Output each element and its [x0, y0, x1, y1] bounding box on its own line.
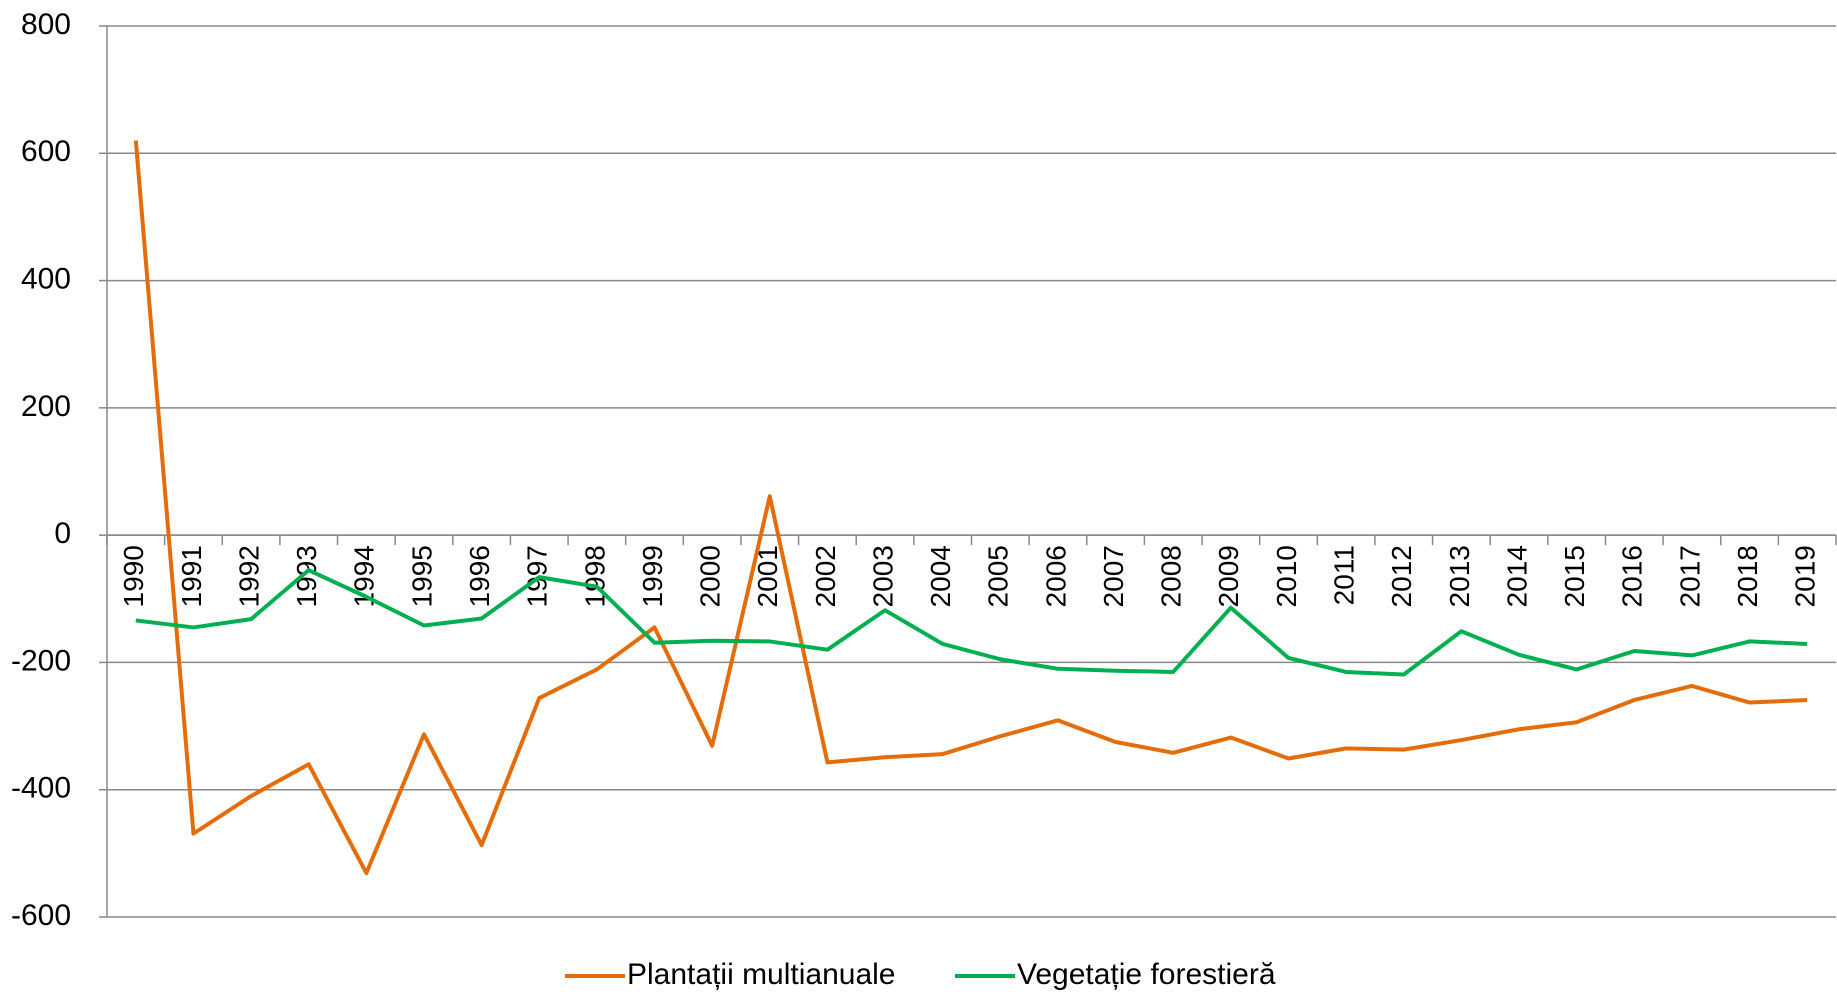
- x-tick-label: 1996: [464, 545, 495, 607]
- x-tick-label: 1991: [176, 545, 207, 607]
- x-tick-label: 1999: [637, 545, 668, 607]
- y-tick-label: 600: [21, 135, 71, 168]
- y-tick-label: 200: [21, 390, 71, 423]
- x-tick-label: 2014: [1501, 545, 1532, 607]
- x-tick-label: 2013: [1444, 545, 1475, 607]
- y-tick-label: -600: [11, 899, 71, 932]
- x-tick-label: 1995: [406, 545, 437, 607]
- y-tick-label: 400: [21, 262, 71, 295]
- y-tick-label: -200: [11, 644, 71, 677]
- x-tick-label: 2003: [867, 545, 898, 607]
- x-tick-label: 2011: [1329, 545, 1360, 605]
- x-tick-label: 2006: [1040, 545, 1071, 607]
- x-tick-label: 2008: [1156, 545, 1187, 607]
- x-tick-label: 2015: [1559, 545, 1590, 607]
- x-tick-label: 1990: [118, 545, 149, 607]
- x-tick-label: 2016: [1617, 545, 1648, 607]
- y-tick-label: -400: [11, 772, 71, 805]
- x-tick-label: 2002: [810, 545, 841, 607]
- x-tick-label: 1998: [579, 545, 610, 607]
- legend-label: Plantații multianuale: [627, 958, 896, 991]
- legend-label: Vegetație forestieră: [1017, 958, 1276, 991]
- x-tick-label: 2010: [1271, 545, 1302, 607]
- x-tick-label: 2017: [1674, 545, 1705, 607]
- x-tick-label: 2019: [1790, 545, 1821, 607]
- x-tick-label: 2018: [1732, 545, 1763, 607]
- x-tick-label: 1993: [291, 545, 322, 607]
- x-tick-label: 2012: [1386, 545, 1417, 607]
- y-tick-label: 800: [21, 8, 71, 41]
- line-series: [135, 568, 1808, 677]
- y-tick-label: 0: [54, 517, 71, 550]
- x-tick-label: 2004: [925, 545, 956, 607]
- x-tick-label: 2009: [1213, 545, 1244, 607]
- x-tick-label: 1992: [233, 545, 264, 607]
- x-tick-label: 2007: [1098, 545, 1129, 607]
- line-series: [133, 140, 1808, 876]
- x-tick-label: 2005: [983, 545, 1014, 607]
- x-tick-label: 2000: [695, 545, 726, 607]
